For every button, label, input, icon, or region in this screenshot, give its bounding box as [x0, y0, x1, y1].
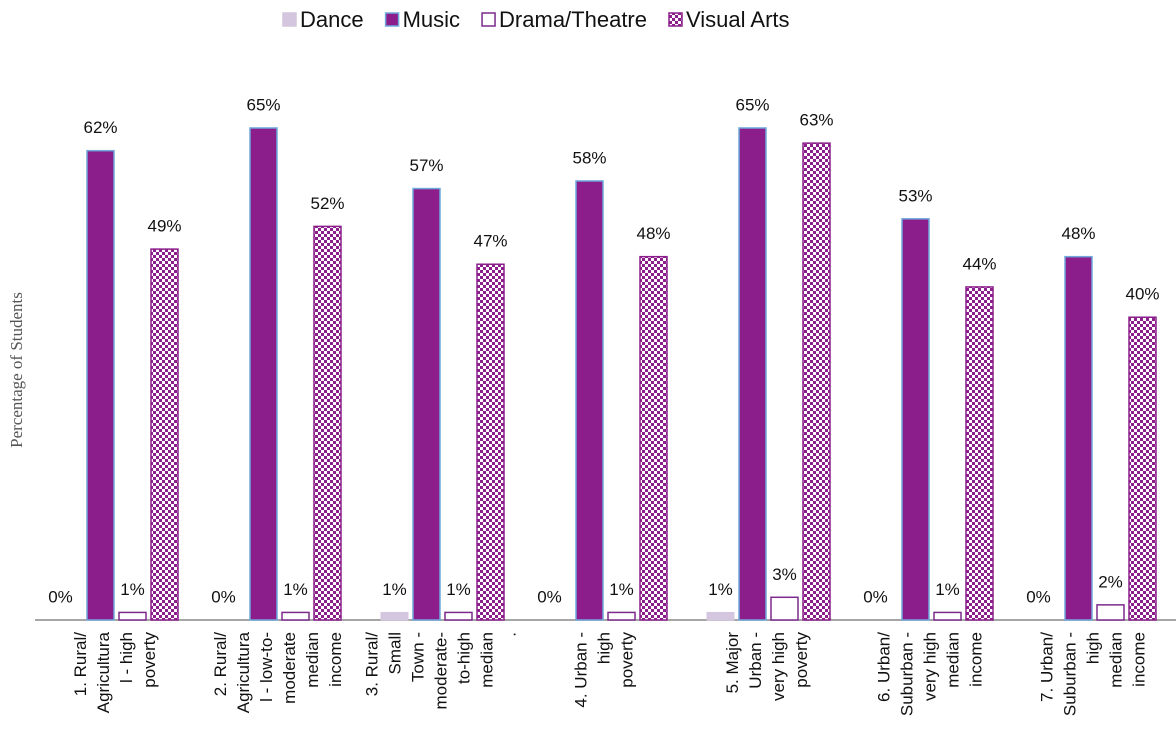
value-label: 58% [572, 148, 606, 167]
value-label: 65% [246, 95, 280, 114]
value-label: 49% [147, 217, 181, 236]
value-label: 1% [283, 580, 308, 599]
value-label: 1% [609, 580, 634, 599]
bar [770, 596, 799, 621]
value-label: 44% [962, 254, 996, 273]
bar [281, 611, 310, 621]
value-label: 0% [1026, 587, 1051, 606]
y-axis-title: Percentage of Students [7, 292, 26, 448]
legend-swatch [481, 12, 496, 27]
value-label: 0% [863, 587, 888, 606]
value-label: 63% [799, 111, 833, 130]
bar [607, 611, 636, 621]
legend-swatch [668, 12, 683, 27]
bar [150, 248, 179, 621]
bar [412, 187, 441, 621]
legend-label: Drama/Theatre [499, 7, 647, 32]
value-label: 57% [409, 156, 443, 175]
legend-swatch [282, 12, 297, 27]
x-tick-label: 3. Rural/Small Town - moderate-to-high medi… [363, 632, 520, 710]
legend-label: Visual Arts [686, 7, 790, 32]
x-tick-label: 4. Urban - high poverty [572, 632, 637, 708]
value-label: 62% [83, 118, 117, 137]
value-label: 1% [935, 580, 960, 599]
legend-label: Dance [300, 7, 364, 32]
value-label: 47% [473, 232, 507, 251]
value-label: 1% [708, 580, 733, 599]
bar [380, 611, 409, 621]
bar [86, 149, 115, 621]
x-tick-label: 6. Urban/Suburban - very high median income [875, 632, 986, 716]
value-label: 1% [382, 580, 407, 599]
x-tick-label: 2. Rural/Agricultura l - low-to-moderate m… [211, 631, 345, 713]
bar [706, 611, 735, 621]
value-label: 3% [772, 565, 797, 584]
legend-label: Music [403, 7, 460, 32]
value-label: 0% [48, 587, 73, 606]
bar [639, 255, 668, 621]
value-label: 40% [1125, 285, 1159, 304]
x-tick-label: 5. Major Urban - very high poverty [723, 632, 811, 701]
bar [1128, 316, 1157, 621]
bar [444, 611, 473, 621]
value-label: 0% [211, 587, 236, 606]
value-label: 53% [898, 186, 932, 205]
bar [965, 286, 994, 621]
bar [476, 263, 505, 621]
bar [1096, 604, 1125, 621]
bar [249, 127, 278, 621]
value-label: 0% [537, 587, 562, 606]
value-label: 48% [1061, 224, 1095, 243]
bar [933, 611, 962, 621]
value-label: 65% [735, 95, 769, 114]
value-label: 52% [310, 194, 344, 213]
x-tick-label: 7. Urban/Suburban - high median income [1038, 632, 1149, 716]
bar [901, 218, 930, 621]
bar [738, 127, 767, 621]
value-label: 1% [446, 580, 471, 599]
bar [1064, 255, 1093, 621]
bar [802, 142, 831, 621]
value-label: 1% [120, 580, 145, 599]
bar [118, 611, 147, 621]
value-label: 48% [636, 224, 670, 243]
legend-swatch [384, 12, 400, 27]
x-tick-label: 1. Rural/Agricultura l - high poverty [71, 631, 159, 713]
bar [313, 225, 342, 621]
bar [575, 180, 604, 621]
value-label: 2% [1098, 572, 1123, 591]
